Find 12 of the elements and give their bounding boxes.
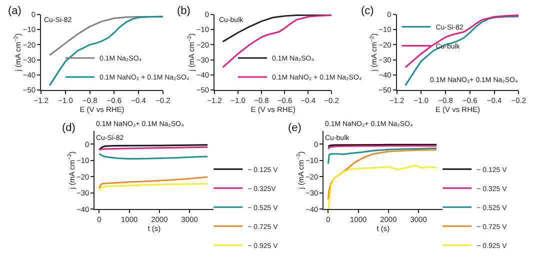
line-series — [327, 149, 438, 200]
text: (d) — [62, 122, 76, 134]
line-series — [327, 147, 438, 164]
line-series — [328, 164, 438, 210]
line-series — [404, 16, 519, 86]
line-series — [404, 14, 519, 68]
line-series — [98, 176, 208, 189]
text: (b) — [177, 5, 190, 17]
text: (e) — [288, 122, 302, 134]
line-series — [98, 182, 208, 192]
text: (c) — [361, 5, 374, 17]
text: (a) — [8, 5, 22, 17]
